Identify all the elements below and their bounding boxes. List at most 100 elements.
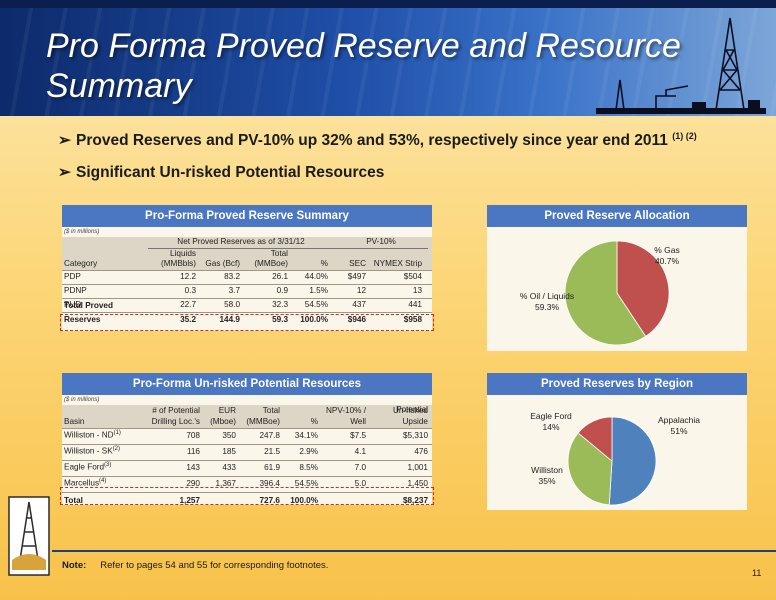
table-cell: Williston - SK(2) [64, 446, 121, 456]
table-cell: 1.5% [309, 286, 328, 295]
table-cell: 396.4 [259, 479, 281, 488]
table-cell: Total Proved Reserves [64, 301, 113, 324]
table-cell: 1,450 [407, 479, 429, 488]
region-pie [567, 416, 657, 506]
table-cell: $497 [347, 272, 366, 281]
column-header: Total [270, 249, 288, 258]
footnote: Note: Refer to pages 54 and 55 for corres… [62, 560, 328, 571]
table-row: Marcellus(4) 290 1,367 396.4 54.5% 5.0 1… [62, 477, 432, 493]
table-cell: 3.7 [228, 286, 240, 295]
column-header: (MMBoe) [254, 259, 288, 268]
table-cell: 350 [222, 431, 236, 440]
pie-slice-williston [567, 432, 613, 506]
column-header: SEC [349, 259, 366, 268]
table-cell: Total [64, 496, 83, 505]
table-cell: 13 [412, 286, 422, 295]
total-row: Total Proved Reserves 35.2 144.9 59.3 10… [62, 301, 432, 327]
banner-top-band [0, 0, 776, 8]
column-header: EUR [218, 406, 236, 415]
table-cell: $958 [403, 315, 422, 324]
arrow-bullet-icon: ➢ [58, 132, 71, 150]
column-header-top: Liquids Total [62, 249, 432, 259]
table-cell: $8,237 [402, 496, 428, 505]
table-row: Williston - SK(2) 116 185 21.5 2.9% 4.1 … [62, 445, 432, 461]
column-header: Drilling Loc.'s [151, 417, 200, 426]
title-banner: Pro Forma Proved Reserve and Resource Su… [0, 0, 776, 116]
table-cell: 58.0 [224, 300, 240, 309]
column-header: # of Potential [152, 406, 200, 415]
table-cell: 144.9 [219, 315, 241, 324]
column-header: Basin [64, 417, 85, 426]
column-header: Category [64, 259, 98, 268]
table-cell: $946 [347, 315, 366, 324]
legend-label: % Oil / Liquids [519, 291, 575, 301]
table-cell: $7.5 [350, 431, 366, 440]
bullet-text: Significant Un-risked Potential Resource… [76, 164, 385, 181]
table-cell: Eagle Ford(3) [64, 462, 112, 472]
table-cell: PDP [64, 272, 81, 281]
table-cell: 100.0% [290, 496, 318, 505]
legend-label: % Gas [654, 245, 680, 255]
page-number: 11 [752, 568, 762, 578]
table-cell: PUD [64, 300, 82, 309]
pie-slice-eagle-ford [577, 416, 613, 462]
table-cell: 185 [222, 447, 236, 456]
table-cell: 44.0% [304, 272, 328, 281]
table-cell: 2.9% [299, 447, 318, 456]
table-row: PDP 12.2 83.2 26.1 44.0% $497 $504 [62, 271, 432, 285]
table-cell: 100.0% [300, 315, 328, 324]
legend-label: Williston [531, 465, 563, 475]
allocation-chart-header: Proved Reserve Allocation [487, 205, 747, 227]
column-header: NPV-10% / [325, 406, 366, 415]
table-cell: 54.5% [294, 479, 318, 488]
region-chart-header: Proved Reserves by Region [487, 373, 747, 395]
table-cell: 32.3 [272, 300, 288, 309]
data-label: 35% [538, 476, 556, 486]
table-row: Eagle Ford(3) 143 433 61.9 8.5% 7.0 1,00… [62, 461, 432, 477]
column-header: (MMBbls) [160, 259, 196, 268]
page-title: Pro Forma Proved Reserve and Resource Su… [46, 27, 681, 105]
footer-divider [52, 550, 776, 552]
table-cell: 4.1 [354, 447, 366, 456]
region-chart: Appalachia 51% Williston 35% Eagle Ford 14% [487, 395, 747, 510]
reserve-table-header: Pro-Forma Proved Reserve Summary [62, 205, 432, 227]
table-cell: 21.5 [264, 447, 280, 456]
bullet-footnote-ref: (1) (2) [672, 131, 697, 141]
table-cell: 83.2 [224, 272, 240, 281]
table-cell: 437 [352, 300, 366, 309]
column-header-bottom: Category (MMBbls) Gas (Bcf) (MMBoe) % SE… [62, 259, 432, 271]
table-cell: PDNP [64, 286, 87, 295]
column-header: Potential Upside [396, 405, 428, 426]
williston-label: Williston 35% [517, 465, 577, 487]
appalachia-label: Appalachia 51% [649, 415, 709, 437]
total-highlight [60, 314, 434, 331]
data-label: 14% [542, 422, 560, 432]
table-row: PUD 22.7 58.0 32.3 54.5% 437 441 [62, 299, 432, 313]
table-cell: $504 [403, 272, 422, 281]
table-cell: 1,001 [407, 463, 429, 472]
legend-label: Eagle Ford [530, 411, 572, 421]
table-cell: 727.6 [259, 496, 281, 505]
column-header: Liquids [170, 249, 196, 258]
total-row: Total 1,257 727.6 100.0% $8,237 [62, 493, 432, 509]
table-cell: 0.9 [276, 286, 288, 295]
table-cell: 247.8 [259, 431, 281, 440]
table-cell: $5,310 [402, 431, 428, 440]
banner-texture [0, 0, 776, 116]
column-header: Well [350, 417, 366, 426]
table-cell: 5.0 [354, 479, 366, 488]
data-label: 40.7% [654, 256, 680, 266]
table-cell: Williston - ND(1) [64, 430, 121, 440]
gas-label: % Gas 40.7% [627, 245, 707, 267]
table-cell: 61.9 [264, 463, 280, 472]
units-note: ($ in millions) [64, 397, 100, 403]
legend-label: Appalachia [657, 415, 701, 425]
bullet-2: ➢ Significant Un-risked Potential Resourc… [58, 163, 384, 182]
group-header-row: Net Proved Reserves as of 3/31/12 PV-10% [62, 237, 432, 249]
table-cell: 116 [186, 447, 200, 456]
table-cell: 290 [186, 479, 200, 488]
column-header: Un-risked [392, 406, 428, 415]
units-note: ($ in millions) [64, 229, 100, 235]
column-header-bottom: Basin Drilling Loc.'s (Mboe) (MMBoe) % W… [62, 405, 432, 429]
